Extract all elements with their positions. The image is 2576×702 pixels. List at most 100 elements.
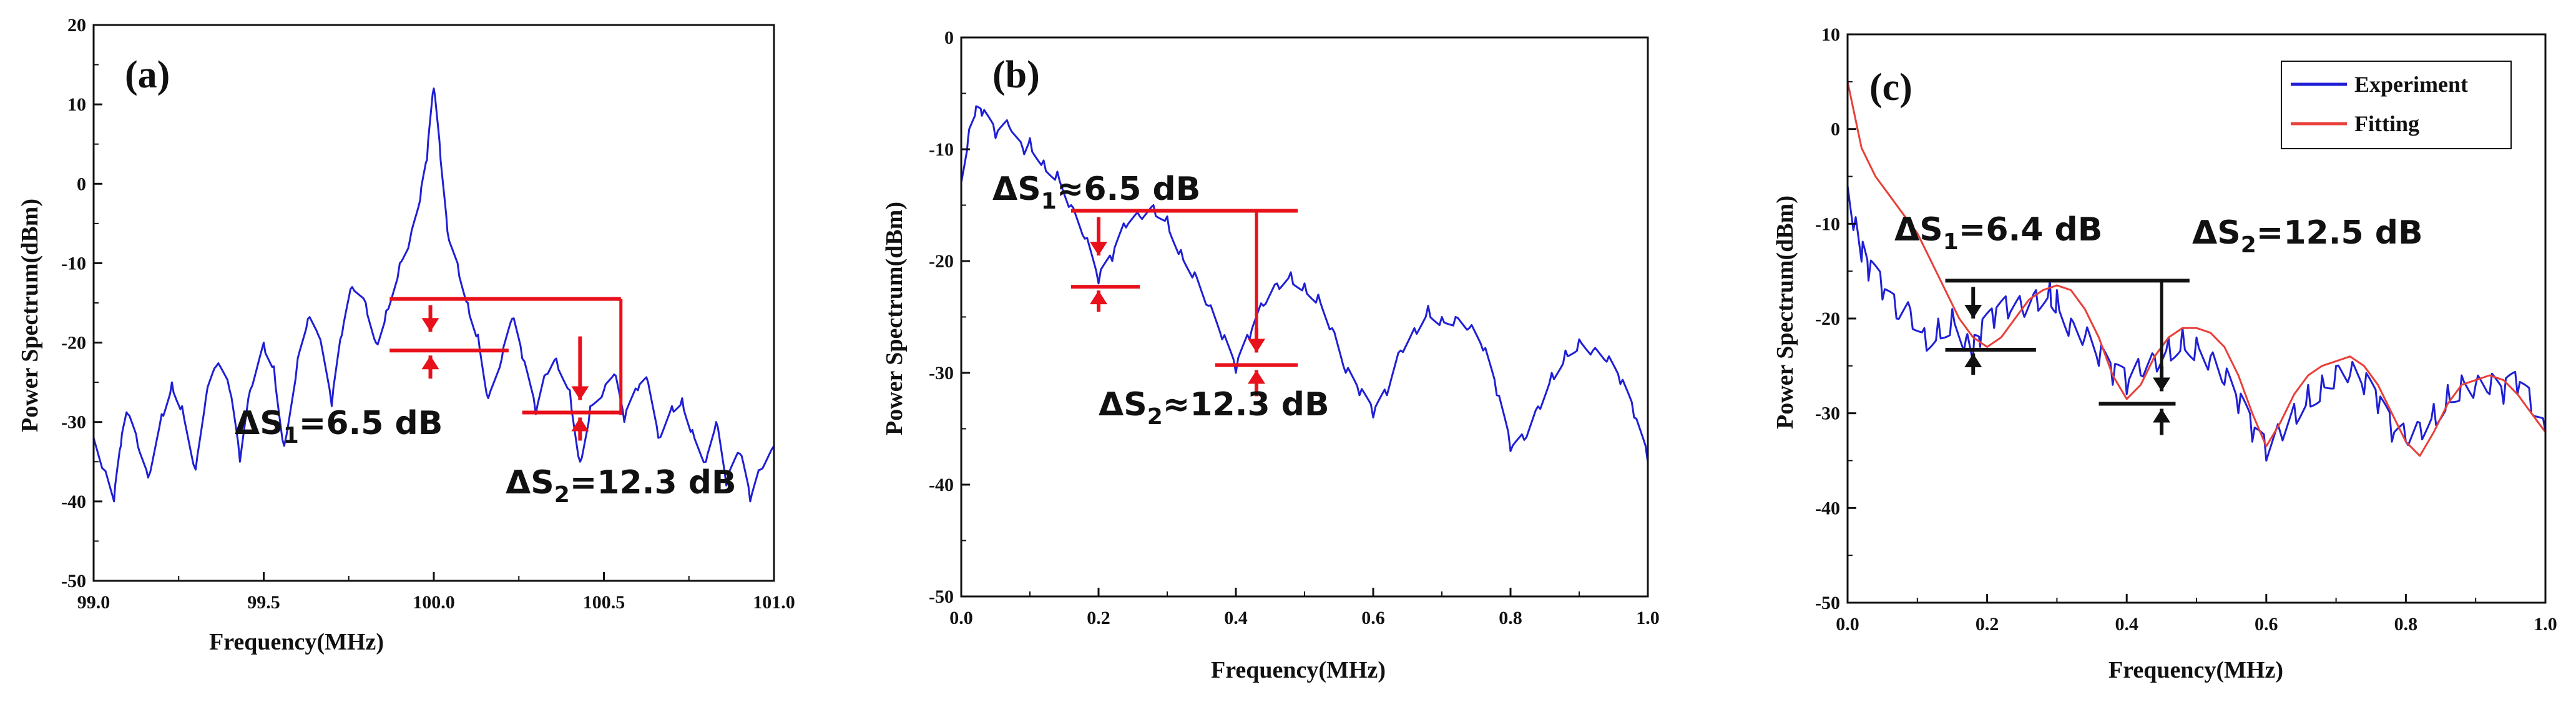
panel-b-xlabel: Frequency(MHz): [1211, 657, 1386, 683]
marker-arrow-2-down-head: [2153, 377, 2171, 392]
panel-c-legend: Experiment Fitting: [2281, 61, 2512, 149]
panel-c-annotation-1: ΔS1=6.4 dB: [1894, 211, 2102, 255]
marker-arrow-1-up-head: [1090, 290, 1107, 305]
panel-a-xtick-label: 101.0: [753, 592, 795, 613]
panel-c-ylabel: Power Spectrum(dBm): [1772, 195, 1798, 429]
panel-c-ytick-label: 10: [1821, 24, 1840, 45]
marker-arrow-2-up-head: [1248, 370, 1265, 384]
panel-c-xtick-label: 0.2: [1976, 614, 1999, 635]
panel-b-series-experiment: [960, 105, 1649, 463]
panel-c-ytick-label: -30: [1815, 403, 1840, 424]
panel-a-annot-1-sub: 1: [283, 423, 299, 448]
panel-a-annotation-2: ΔS2=12.3 dB: [506, 464, 737, 508]
panel-b-ytick-label: -20: [929, 251, 954, 272]
panel-b-annot-2-value: ≈12.3 dB: [1163, 386, 1330, 423]
panel-b-xtick-label: 0.8: [1499, 608, 1522, 628]
marker-arrow-2-down-head: [1248, 339, 1265, 353]
panel-b-plot: 0.0 0.2 0.4 0.6 0.8 1.0 -50 -40 -30 -20 -10 0: [929, 27, 1660, 628]
panel-b-ylabel: Power Spectrum(dBm): [881, 202, 908, 435]
panel-a-label: (a): [125, 54, 170, 96]
marker-arrow-2-up-head: [571, 417, 589, 432]
panel-a-annot-1-value: =6.5 dB: [299, 405, 443, 442]
svg-text:ΔS1=6.4 dB: ΔS1=6.4 dB: [1894, 211, 2102, 255]
panel-b-xtick-label: 0.4: [1224, 608, 1248, 628]
panel-c-label: (c): [1869, 66, 1912, 109]
panel-a-annotation-1: ΔS1=6.5 dB: [235, 405, 443, 448]
panel-b-annot-2-text: ΔS: [1099, 386, 1147, 423]
svg-text:ΔS2=12.3 dB: ΔS2=12.3 dB: [506, 464, 737, 508]
panel-a-xtick-label: 99.5: [247, 592, 280, 613]
svg-text:ΔS2=12.5 dB: ΔS2=12.5 dB: [2192, 214, 2423, 258]
panel-b-annotation-1: ΔS1≈6.5 dB: [992, 171, 1200, 214]
panel-a-xtick-label: 99.0: [77, 592, 110, 613]
panel-c-markers: [1945, 279, 2190, 435]
panel-c-annot-1-value: =6.4 dB: [1959, 211, 2103, 249]
panel-a-ytick-label: -20: [61, 333, 86, 353]
legend-label-experiment: Experiment: [2354, 72, 2468, 97]
panel-c-ytick-label: -10: [1815, 214, 1840, 234]
panel-c-series-experiment: [1846, 185, 2547, 462]
panel-b-ytick-label: -50: [929, 586, 954, 607]
panel-b-xtick-label: 0.2: [1087, 608, 1110, 628]
marker-arrow-1-down-head: [1964, 305, 1982, 319]
panel-a-annot-1-text: ΔS: [235, 405, 283, 442]
panel-a-series-experiment: [92, 87, 775, 503]
panel-c-xtick-label: 0.8: [2394, 614, 2418, 635]
svg-text:ΔS2≈12.3 dB: ΔS2≈12.3 dB: [1099, 386, 1330, 430]
marker-arrow-2-up-head: [2153, 408, 2171, 423]
legend-label-fitting: Fitting: [2354, 111, 2419, 136]
marker-arrow-2-down-head: [571, 386, 589, 400]
panel-c-series-fitting: [1846, 81, 2547, 457]
panel-c-ytick-label: -20: [1815, 309, 1840, 329]
panel-b-ytick-label: -10: [929, 139, 954, 160]
panel-b-annot-2-sub: 2: [1147, 404, 1163, 430]
panel-a-ytick-label: 10: [67, 94, 86, 115]
panel-b-annot-1-text: ΔS: [992, 171, 1041, 208]
panel-b-markers: [1071, 209, 1298, 397]
panel-b: 0.0 0.2 0.4 0.6 0.8 1.0 -50 -40 -30 -20 -10 0 (b) F…: [881, 27, 1660, 683]
panel-c-xtick-label: 1.0: [2534, 614, 2557, 635]
panel-a-ytick-label: -40: [61, 492, 86, 512]
panel-c-ytick-label: -40: [1815, 498, 1840, 518]
marker-arrow-1-up-head: [421, 355, 439, 370]
panel-c-xtick-label: 0.4: [2115, 614, 2138, 635]
legend-box: [2281, 61, 2512, 149]
panel-c-annot-1-text: ΔS: [1894, 211, 1943, 249]
panel-c-xlabel: Frequency(MHz): [2108, 657, 2283, 683]
marker-arrow-1-up-head: [1964, 353, 1982, 368]
panel-b-annot-1-sub: 1: [1041, 189, 1057, 214]
panel-c-annot-1-sub: 1: [1943, 229, 1959, 255]
panel-a-plot: 99.0 99.5 100.0 100.5 101.0 -50 -40 -30 -20 -10 0 1…: [61, 15, 795, 613]
panel-c-annotation-2: ΔS2=12.5 dB: [2192, 214, 2423, 258]
panel-a-ytick-label: -30: [61, 412, 86, 433]
panel-c: 0.0 0.2 0.4 0.6 0.8 1.0 -50 -40 -30 -20 -10 0 10 (c)…: [1772, 24, 2557, 683]
panel-a-ytick-label: -50: [61, 571, 86, 591]
panel-b-ytick-label: -40: [929, 475, 954, 495]
svg-text:ΔS1≈6.5 dB: ΔS1≈6.5 dB: [992, 171, 1200, 214]
panel-c-xtick-label: 0.6: [2255, 614, 2278, 635]
panel-b-xtick-label: 0.0: [949, 608, 973, 628]
panel-b-ytick-label: -30: [929, 363, 954, 383]
panel-b-annotation-2: ΔS2≈12.3 dB: [1099, 386, 1330, 430]
panel-a-ytick-label: 20: [67, 15, 86, 36]
panel-b-annot-1-value: ≈6.5 dB: [1057, 171, 1201, 208]
panel-c-plot: 0.0 0.2 0.4 0.6 0.8 1.0 -50 -40 -30 -20 -10 0 10: [1815, 24, 2557, 635]
panel-b-label: (b): [992, 54, 1040, 96]
panel-a-xtick-label: 100.0: [413, 592, 455, 613]
panel-a-annot-2-text: ΔS: [506, 464, 554, 502]
panel-a: 99.0 99.5 100.0 100.5 101.0 -50 -40 -30 -20 -10 0 1…: [17, 15, 795, 655]
panel-b-frame: [960, 36, 1649, 598]
panel-a-markers: [389, 297, 623, 441]
panel-b-xtick-label: 1.0: [1636, 608, 1660, 628]
panel-c-annot-2-sub: 2: [2241, 232, 2256, 258]
panel-c-annot-2-text: ΔS: [2192, 214, 2241, 252]
panel-a-ytick-label: 0: [77, 174, 86, 194]
panel-c-ytick-label: -50: [1815, 593, 1840, 613]
panel-a-ylabel: Power Spectrum(dBm): [17, 199, 43, 432]
panel-a-annot-2-sub: 2: [554, 482, 570, 508]
panel-c-xtick-label: 0.0: [1836, 614, 1859, 635]
svg-text:ΔS1=6.5 dB: ΔS1=6.5 dB: [235, 405, 443, 448]
panel-b-xtick-label: 0.6: [1361, 608, 1385, 628]
panel-c-ytick-label: 0: [1831, 119, 1840, 140]
